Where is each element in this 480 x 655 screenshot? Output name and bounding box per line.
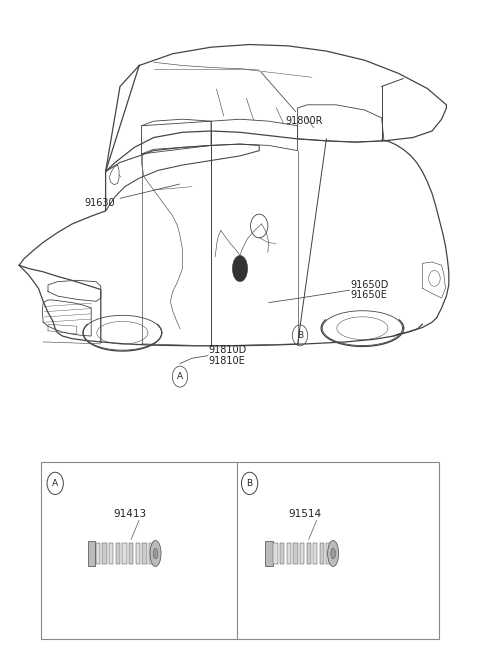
- Bar: [102, 543, 107, 564]
- Text: 91413: 91413: [113, 509, 146, 519]
- Text: B: B: [297, 331, 303, 340]
- Bar: [273, 543, 277, 564]
- Bar: [313, 543, 317, 564]
- Bar: [122, 543, 127, 564]
- Bar: [135, 543, 140, 564]
- Text: 91650E: 91650E: [350, 290, 387, 301]
- Bar: [129, 543, 133, 564]
- Text: A: A: [52, 479, 58, 488]
- Ellipse shape: [232, 255, 248, 282]
- Bar: [320, 543, 324, 564]
- Bar: [116, 543, 120, 564]
- Text: 91810E: 91810E: [209, 356, 246, 366]
- Ellipse shape: [328, 540, 339, 567]
- Bar: [88, 540, 95, 567]
- Bar: [96, 543, 100, 564]
- Text: A: A: [177, 372, 183, 381]
- Ellipse shape: [153, 548, 158, 559]
- Bar: [280, 543, 284, 564]
- Bar: [142, 543, 146, 564]
- Bar: [149, 543, 153, 564]
- Bar: [265, 540, 273, 567]
- Bar: [307, 543, 311, 564]
- Ellipse shape: [331, 548, 336, 559]
- Bar: [287, 543, 291, 564]
- Bar: [300, 543, 304, 564]
- Text: 91630: 91630: [84, 184, 180, 208]
- Bar: [326, 543, 331, 564]
- Text: 91810D: 91810D: [209, 345, 247, 356]
- Bar: [41, 462, 439, 639]
- Bar: [293, 543, 298, 564]
- Text: 91650D: 91650D: [350, 280, 389, 290]
- Text: 91514: 91514: [288, 509, 322, 519]
- Ellipse shape: [150, 540, 161, 567]
- Bar: [109, 543, 113, 564]
- Text: B: B: [247, 479, 252, 488]
- Text: 91800R: 91800R: [261, 72, 323, 126]
